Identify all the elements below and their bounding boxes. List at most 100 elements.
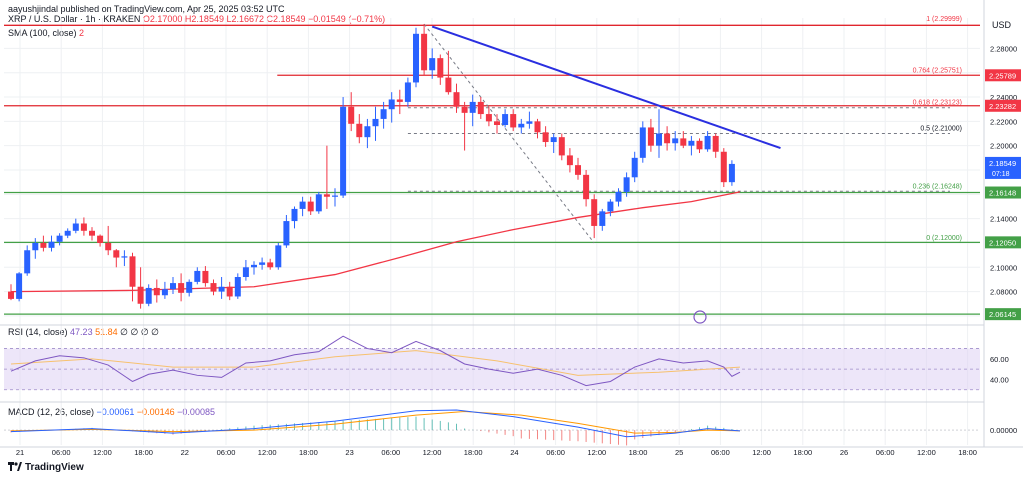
candle-body [97, 235, 104, 243]
x-tick-label: 06:00 [711, 448, 730, 457]
time-axis[interactable]: 21 06:00 12:00 18:00 22 06:00 12:00 18:00 23 06:0… [0, 446, 1023, 457]
candle-body [566, 155, 573, 166]
candle-body [599, 211, 606, 226]
current-price-label: 2.18549 [989, 159, 1016, 168]
price-tag-label: 2.12050 [989, 238, 1016, 247]
candle-body [275, 245, 282, 268]
price-tag-bg [985, 69, 1021, 82]
rsi-tick-label: 40.00 [990, 375, 1009, 384]
candle-body [688, 140, 695, 146]
x-tick-label: 06:00 [217, 448, 236, 457]
macd-label: MACD (12, 26, close) [8, 407, 95, 417]
candle-body [226, 286, 233, 297]
price-axis[interactable]: 2.280002.260002.240002.220002.200002.180… [983, 0, 1017, 447]
candle-body [664, 133, 671, 144]
x-tick-label: 06:00 [876, 448, 895, 457]
sma-legend[interactable]: SMA (100, close) 2 [8, 28, 84, 38]
x-tick-label: 12:00 [258, 448, 277, 457]
candle-body [137, 286, 144, 304]
candle-body [194, 270, 201, 282]
candle-body [656, 133, 662, 146]
macd-hist-value: −0.00085 [177, 407, 215, 417]
candle-body [728, 163, 735, 183]
candle-body [429, 58, 436, 71]
candle-body [485, 114, 492, 122]
price-tag-label: 2.23282 [989, 102, 1016, 111]
price-tag-bg [985, 186, 1021, 199]
rsi-legend[interactable]: RSI (14, close) 47.23 51.84 ∅ ∅ ∅ ∅ [8, 327, 159, 338]
price-tag-bg [985, 99, 1021, 112]
rsi-extras: ∅ ∅ ∅ ∅ [120, 327, 160, 337]
x-tick-label: 06:00 [546, 448, 565, 457]
candle-body [461, 106, 468, 113]
trendline[interactable] [431, 25, 781, 150]
candle-body [153, 287, 160, 296]
current-price-tag-bg [985, 156, 1021, 179]
price-tag-label: 2.06145 [989, 310, 1016, 319]
fib-label: 1 (2.29999) [926, 16, 962, 23]
macd-legend[interactable]: MACD (12, 26, close) −0.00061 −0.00146 −… [8, 407, 215, 417]
sma-label: SMA (100, close) [8, 28, 77, 38]
x-tick-label: 18:00 [464, 448, 483, 457]
candle-body [575, 165, 581, 175]
candle-body [323, 194, 330, 197]
macd-signal-value: −0.00146 [136, 407, 175, 417]
x-tick-label: 21 [16, 448, 24, 457]
candle-body [550, 137, 557, 143]
candle-body [704, 135, 711, 150]
candle-body [145, 287, 152, 304]
fib-swing-line [423, 23, 595, 244]
rsi-pane [4, 335, 980, 391]
fib-label: 0.5 (2.21000) [920, 126, 962, 133]
price-tag-label: 2.25789 [989, 71, 1016, 80]
macd-pane [4, 409, 980, 446]
candle-body [647, 127, 654, 146]
candle-body [396, 99, 403, 102]
candle-body [615, 191, 622, 202]
macd-tick-label: 0.00000 [990, 426, 1017, 435]
rsi-line [10, 335, 741, 387]
y-tick-label: 2.08000 [990, 288, 1017, 297]
y-tick-label: 2.28000 [990, 44, 1017, 53]
candle-body [534, 121, 541, 133]
y-tick-label: 2.10000 [990, 263, 1017, 272]
candle-body [591, 199, 598, 226]
symbol-title: XRP / U.S. Dollar · 1h · KRAKEN [8, 14, 141, 24]
candle-body [170, 283, 176, 290]
candle-body [340, 106, 347, 196]
candle-body [558, 137, 565, 156]
candle-body [494, 121, 500, 126]
axis-unit[interactable]: USD [992, 20, 1012, 30]
replay-icon [693, 310, 707, 324]
candle-body [291, 208, 298, 222]
brand-name: TradingView [25, 462, 84, 473]
candle-body [40, 242, 47, 248]
y-tick-label: 2.24000 [990, 93, 1017, 102]
candle-body [242, 267, 249, 278]
candle-body [526, 121, 533, 124]
candle-body [24, 250, 31, 274]
x-tick-label: 12:00 [752, 448, 771, 457]
candle-body [332, 195, 338, 197]
y-tick-label: 2.14000 [990, 215, 1017, 224]
x-tick-label: 23 [345, 448, 353, 457]
candle-body [56, 235, 63, 242]
rsi-sma-value: 51.84 [95, 327, 118, 337]
symbol-legend[interactable]: XRP / U.S. Dollar · 1h · KRAKEN O2.17000… [8, 14, 385, 24]
candle-body [234, 277, 241, 297]
macd-signal-line [10, 410, 741, 434]
x-tick-label: 26 [840, 448, 848, 457]
candle-body [8, 291, 14, 299]
candle-body [437, 58, 444, 78]
fib-label: 0 (2.12000) [926, 235, 962, 242]
candle-body [639, 127, 646, 158]
candle-body [161, 289, 168, 296]
candle-body [64, 230, 71, 236]
tradingview-logo[interactable]: TradingView [8, 462, 84, 473]
countdown-label: 07:18 [992, 171, 1010, 178]
candle-body [307, 201, 314, 212]
candle-body [267, 262, 274, 268]
candle-body [477, 101, 484, 115]
candle-body [453, 92, 460, 107]
